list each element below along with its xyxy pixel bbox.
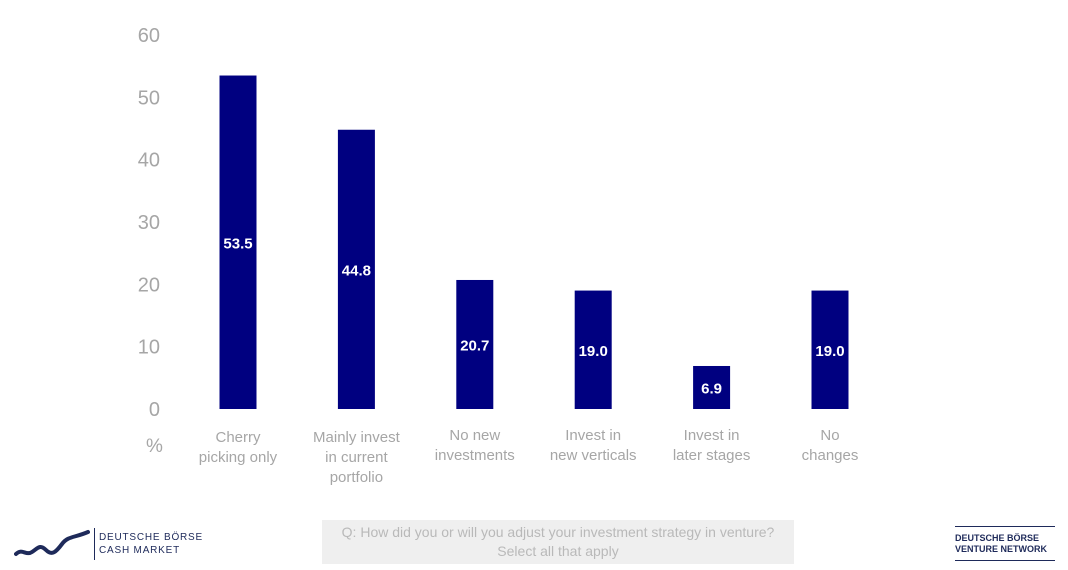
bar-value-label: 19.0 — [579, 343, 608, 360]
x-category-label: new verticals — [550, 447, 637, 464]
y-tick-label: 0 — [149, 399, 160, 421]
logo-left-line2: CASH MARKET — [99, 545, 181, 556]
bar — [693, 365, 731, 409]
logo-right-line1: DEUTSCHE BÖRSE — [955, 533, 1040, 543]
bar — [574, 290, 612, 409]
x-category-label: No — [820, 427, 839, 444]
question-line-1: Q: How did you or will you adjust your i… — [341, 524, 775, 540]
bar-value-label: 53.5 — [223, 235, 252, 252]
x-category-label: later stages — [673, 447, 751, 464]
bar-value-label: 19.0 — [815, 343, 844, 360]
x-category-label: Invest in — [684, 427, 740, 444]
y-tick-label: 60 — [138, 25, 160, 47]
chart-svg: 0 10 20 30 40 50 60% 53.5 Cherry picking only 44.8… — [138, 25, 859, 486]
deutsche-boerse-venture-network-logo: DEUTSCHE BÖRSE VENTURE NETWORK — [955, 526, 1055, 561]
bar-chart: 0 10 20 30 40 50 60% 53.5 Cherry picking only 44.8… — [138, 25, 859, 486]
y-tick-label: 20 — [138, 274, 160, 296]
bar — [337, 129, 375, 409]
bar — [456, 279, 494, 409]
x-category-label: Mainly invest — [313, 429, 401, 446]
y-tick-label: 10 — [138, 337, 160, 359]
x-category-label: in current — [325, 449, 388, 466]
y-tick-label: 50 — [138, 87, 160, 109]
x-category-label: Invest in — [565, 427, 621, 444]
logo-text: DEUTSCHE BÖRSE CASH MARKET — [99, 531, 203, 557]
bar — [219, 75, 257, 410]
bar-value-label: 6.9 — [701, 380, 722, 397]
logo-separator — [94, 528, 95, 560]
logo-right-line2: VENTURE NETWORK — [955, 544, 1047, 554]
bar-value-label: 44.8 — [342, 262, 371, 279]
wave-line-icon — [14, 530, 90, 556]
question-line-2: Select all that apply — [497, 543, 619, 559]
y-tick-label: 30 — [138, 212, 160, 234]
logo-left-line1: DEUTSCHE BÖRSE — [99, 532, 203, 543]
x-category-label: No new — [449, 427, 500, 444]
bar-value-label: 20.7 — [460, 337, 489, 354]
x-category-label: investments — [435, 447, 515, 464]
y-tick-label: 40 — [138, 150, 160, 172]
y-axis-unit-label: % — [146, 436, 163, 457]
x-category-label: portfolio — [330, 469, 383, 486]
survey-question: Q: How did you or will you adjust your i… — [322, 520, 794, 564]
bar — [811, 290, 849, 409]
x-category-label: Cherry — [215, 429, 261, 446]
x-category-label: picking only — [199, 449, 278, 466]
x-category-label: changes — [802, 447, 859, 464]
